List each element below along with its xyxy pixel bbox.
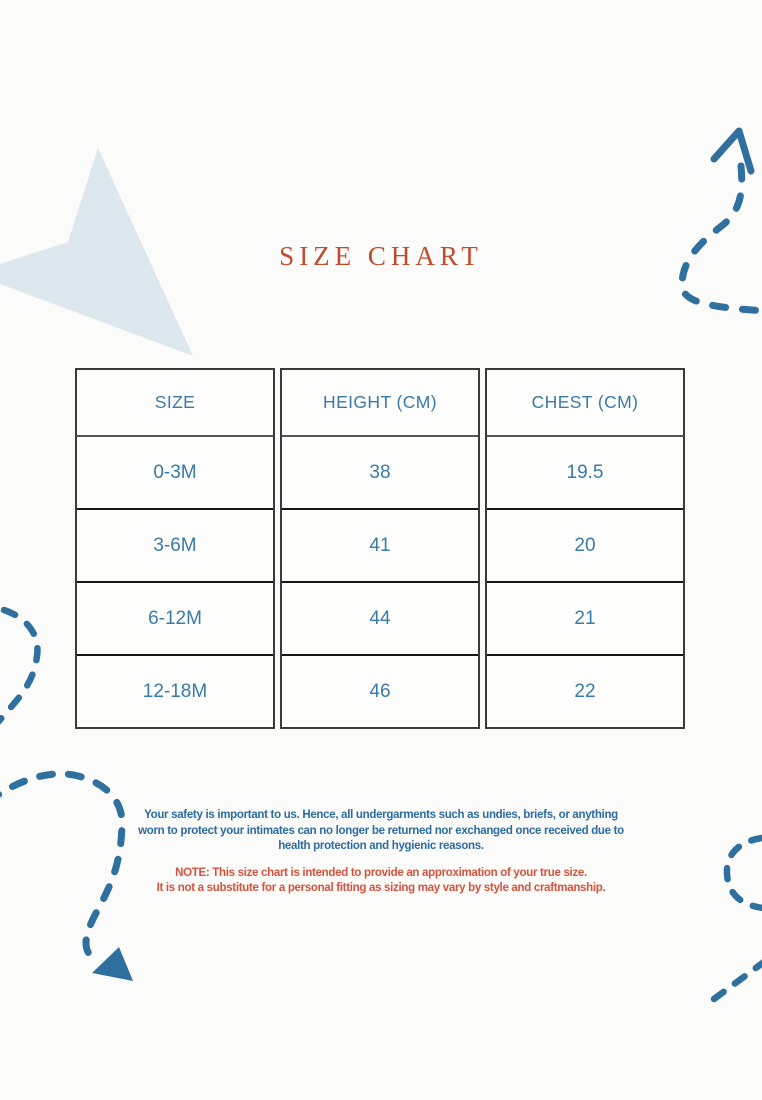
arrowhead-bottom-left-icon xyxy=(92,947,133,981)
table-cell-chest_cm: 20 xyxy=(487,508,683,581)
disclaimer-note-line: NOTE: This size chart is intended to pro… xyxy=(175,866,587,879)
table-cell-size: 3-6M xyxy=(77,508,273,581)
table-cell-size: 0-3M xyxy=(77,435,273,508)
dashed-arc-mid-left xyxy=(0,606,41,725)
safety-note: Your safety is important to us. Hence, a… xyxy=(0,808,762,855)
dashed-curve-top-right xyxy=(678,162,762,315)
size-table: SIZE 0-3M 3-6M 6-12M 12-18M HEIGHT (CM) 38 41 44… xyxy=(75,368,685,729)
safety-note-line: worn to protect your intimates can no lo… xyxy=(138,824,624,837)
table-cell-height_cm: 41 xyxy=(282,508,478,581)
safety-note-line: health protection and hygienic reasons. xyxy=(278,840,484,852)
page-title: SIZE CHART xyxy=(279,241,483,271)
column-header: SIZE xyxy=(154,392,196,412)
disclaimer-note: NOTE: This size chart is intended to pro… xyxy=(0,866,762,896)
table-column-size: SIZE 0-3M 3-6M 6-12M 12-18M xyxy=(75,368,275,729)
column-header: CHEST (CM) xyxy=(531,392,639,412)
table-cell-chest_cm: 19.5 xyxy=(487,435,683,508)
table-cell-height_cm: 44 xyxy=(282,581,478,654)
footer-notes: Your safety is important to us. Hence, a… xyxy=(0,808,762,896)
table-cell-size: 6-12M xyxy=(77,581,273,654)
column-header: HEIGHT (CM) xyxy=(323,392,437,412)
table-cell-size: 12-18M xyxy=(77,654,273,727)
safety-note-line: Your safety is important to us. Hence, a… xyxy=(144,809,618,821)
disclaimer-note-line: It is not a substitute for a personal fi… xyxy=(156,881,606,894)
table-column-height_cm: HEIGHT (CM) 38 41 44 46 xyxy=(280,368,480,729)
table-cell-chest_cm: 22 xyxy=(487,654,683,727)
table-cell-height_cm: 38 xyxy=(282,435,478,508)
table-cell-height_cm: 46 xyxy=(282,654,478,727)
table-column-chest_cm: CHEST (CM) 19.5 20 21 22 xyxy=(485,368,685,729)
table-cell-chest_cm: 21 xyxy=(487,581,683,654)
dashed-line-bottom-right xyxy=(710,959,762,1003)
arrowhead-top-right-icon xyxy=(710,127,755,175)
